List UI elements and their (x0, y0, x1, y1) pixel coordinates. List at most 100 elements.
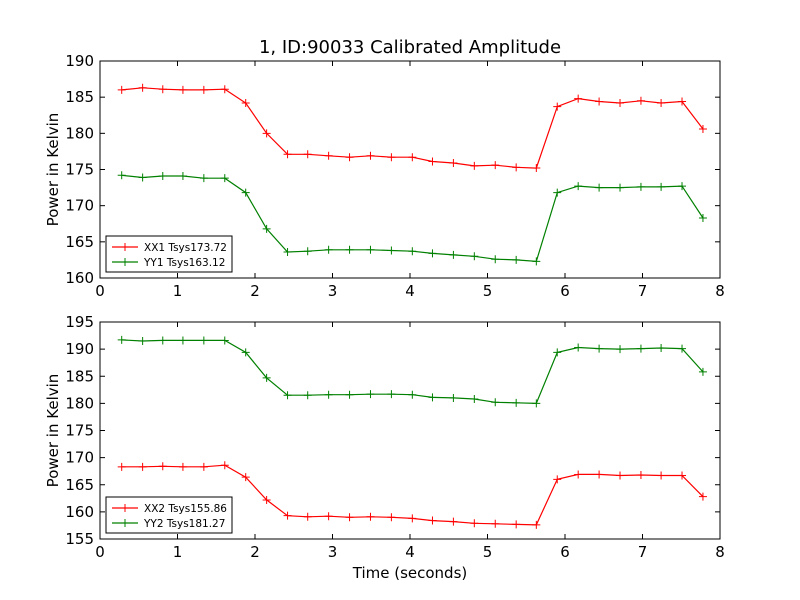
y-tick-label: 185 (65, 367, 94, 385)
data-point (283, 150, 292, 159)
data-point (138, 462, 147, 471)
data-point (345, 513, 354, 522)
data-point (408, 153, 417, 162)
data-point (158, 172, 167, 181)
chart-title: 1, ID:90033 Calibrated Amplitude (259, 37, 561, 58)
legend: XX1 Tsys173.72 YY1 Tsys163.12 (105, 235, 233, 273)
data-point (283, 391, 292, 400)
data-point (366, 512, 375, 521)
data-point (241, 98, 250, 107)
data-point (657, 98, 666, 107)
data-point (698, 124, 707, 133)
data-point (117, 171, 126, 180)
y-tick-label: 190 (65, 340, 94, 358)
x-tick-label: 6 (560, 282, 570, 300)
data-point (678, 182, 687, 191)
data-point (387, 246, 396, 255)
data-point (532, 399, 541, 408)
x-tick-label: 4 (405, 543, 415, 561)
data-point (512, 163, 521, 172)
data-point (241, 348, 250, 357)
x-tick-label: 3 (328, 543, 338, 561)
data-point (262, 495, 271, 504)
data-point (303, 247, 312, 256)
data-point (470, 395, 479, 404)
data-point (553, 348, 562, 357)
y-tick-label: 175 (65, 422, 94, 440)
y-tick-label: 175 (65, 161, 94, 179)
x-tick-label: 3 (328, 282, 338, 300)
data-point (491, 519, 500, 528)
data-point (657, 471, 666, 480)
y-tick-label: 160 (65, 503, 94, 521)
data-point (553, 102, 562, 111)
data-point (158, 336, 167, 345)
series-yy1 (117, 171, 707, 266)
data-point (324, 245, 333, 254)
data-point (657, 182, 666, 191)
data-point (220, 336, 229, 345)
x-tick-label: 2 (250, 282, 260, 300)
x-tick-label: 5 (483, 282, 493, 300)
y-tick-label: 155 (65, 530, 94, 548)
data-point (470, 161, 479, 170)
data-point (178, 85, 187, 94)
data-point (283, 511, 292, 520)
data-point (241, 473, 250, 482)
data-point (595, 470, 604, 479)
data-point (678, 471, 687, 480)
y-tick-label: 185 (65, 88, 94, 106)
data-point (449, 250, 458, 259)
data-point (199, 462, 208, 471)
data-point (636, 96, 645, 105)
x-tick-label: 0 (95, 543, 105, 561)
data-point (532, 257, 541, 266)
legend-label: YY2 Tsys181.27 (143, 518, 225, 530)
x-tick-label: 0 (95, 282, 105, 300)
y-tick-label: 180 (65, 124, 94, 142)
data-point (324, 512, 333, 521)
data-point (595, 97, 604, 106)
data-point (574, 182, 583, 191)
y-tick-label: 160 (65, 269, 94, 287)
data-point (616, 183, 625, 192)
y-tick-label: 170 (65, 449, 94, 467)
data-point (220, 461, 229, 470)
data-point (199, 85, 208, 94)
data-point (262, 129, 271, 138)
series-xx2 (117, 461, 707, 529)
data-point (553, 475, 562, 484)
data-point (574, 343, 583, 352)
data-point (428, 249, 437, 258)
data-point (199, 174, 208, 183)
data-point (553, 188, 562, 197)
x-tick-label: 4 (405, 282, 415, 300)
data-point (138, 83, 147, 92)
data-point (449, 517, 458, 526)
y-tick-label: 180 (65, 394, 94, 412)
data-point (303, 391, 312, 400)
x-tick-label: 5 (483, 543, 493, 561)
data-point (199, 336, 208, 345)
data-point (262, 224, 271, 233)
data-point (408, 514, 417, 523)
data-point (366, 390, 375, 399)
y-axis-label: Power in Kelvin (44, 113, 62, 227)
y-axis-label: Power in Kelvin (44, 374, 62, 488)
data-point (616, 98, 625, 107)
x-tick-label: 8 (715, 543, 725, 561)
data-point (532, 520, 541, 529)
data-point (428, 393, 437, 402)
data-point (470, 252, 479, 261)
legend-label: YY1 Tsys163.12 (143, 257, 225, 269)
data-point (449, 393, 458, 402)
data-point (366, 245, 375, 254)
y-tick-label: 165 (65, 476, 94, 494)
data-point (636, 344, 645, 353)
data-point (449, 158, 458, 167)
data-point (345, 390, 354, 399)
top-panel: 0 1 2 3 4 5 6 7 8 160 165 170 175 180 185 190 Power in K… (44, 52, 725, 300)
y-tick-label: 165 (65, 233, 94, 251)
data-point (491, 398, 500, 407)
